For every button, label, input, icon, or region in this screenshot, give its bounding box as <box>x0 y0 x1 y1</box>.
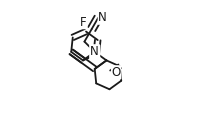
Text: F: F <box>80 16 87 29</box>
Text: N: N <box>98 11 107 24</box>
Text: O: O <box>112 66 121 79</box>
Text: N: N <box>90 45 99 58</box>
